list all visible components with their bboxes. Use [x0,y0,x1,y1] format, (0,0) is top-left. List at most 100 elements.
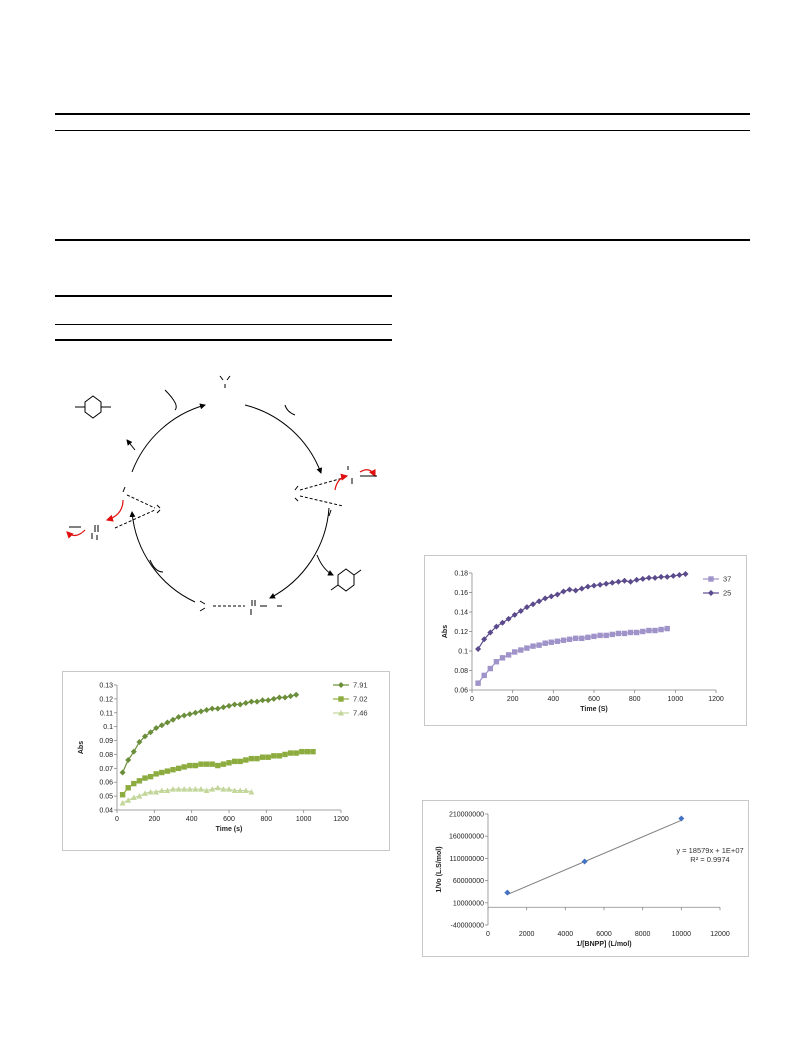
red-curly-arrow-left-2 [66,529,86,539]
data-point [158,722,165,729]
data-point [276,694,283,701]
x-tick-label: 10000 [672,931,692,938]
data-point [215,762,221,769]
y-tick-label: 0.11 [100,710,113,717]
data-point [130,794,137,800]
data-point [175,786,182,792]
side-arrow-bottom-left [149,559,164,573]
data-point [170,786,176,792]
data-point [517,608,524,615]
data-point [518,647,524,653]
coordination-dashes-left [114,494,156,529]
data-point [676,571,683,578]
data-point [475,646,482,653]
legend-label: 25 [723,589,731,598]
cycle-arc-left [131,403,206,473]
data-point [131,780,137,787]
data-point [270,695,277,702]
y-tick-label: 0.1 [458,649,468,656]
data-point [170,767,176,773]
data-point [603,632,609,639]
data-point [187,762,193,769]
data-point [645,574,652,581]
data-point [536,598,543,605]
data-point [153,788,160,795]
data-point [242,700,249,707]
data-point [505,652,512,658]
legend-label: 7.91 [353,681,368,690]
data-point [591,582,597,589]
data-point [130,748,137,755]
x-axis-label: Time (S) [580,706,608,713]
data-point [125,785,131,791]
data-point [243,757,249,763]
data-point [242,787,249,794]
x-tick-label: 400 [186,816,198,823]
data-point [153,771,159,777]
x-tick-label: 8000 [635,931,651,938]
data-point [175,765,182,772]
data-point [287,693,294,700]
data-point [147,729,154,736]
data-point [621,577,628,584]
data-point [585,634,591,641]
data-point [198,708,204,715]
data-point [181,786,188,792]
data-point [276,753,283,759]
data-point [164,768,171,774]
data-point [493,659,500,665]
data-point [481,672,487,679]
data-point [203,761,210,767]
data-point [566,586,573,593]
y-tick-label: 0.06 [454,688,468,695]
legend-marker [708,576,714,582]
legend-marker [708,590,714,596]
data-point [475,680,481,686]
data-point [639,575,646,582]
red-curly-arrow-right-2 [359,469,376,478]
data-point [658,573,665,580]
data-point [682,570,689,577]
y-tick-label: 0.05 [99,794,113,801]
data-point [548,639,554,645]
data-point [554,638,561,644]
data-point [293,691,300,698]
data-point [203,707,210,713]
data-point [282,694,288,701]
data-point [265,697,272,704]
data-point [573,635,579,642]
data-point [136,738,143,745]
x-tick-label: 1000 [296,816,312,823]
data-point [136,793,143,799]
data-point [265,754,271,760]
x-tick-label: 4000 [558,931,574,938]
data-point [226,702,232,709]
x-tick-label: 12000 [710,931,730,938]
data-point [125,757,132,763]
x-tick-label: 600 [588,696,600,703]
cycle-arc-right [269,507,330,599]
data-point [572,587,579,594]
series-7.02 [119,748,316,798]
x-tick-label: 1000 [668,696,684,703]
data-point [652,574,658,581]
x-tick-label: 0 [470,696,474,703]
x-tick-label: 0 [115,816,119,823]
x-axis-label: 1/[BNPP] (L/mol) [576,941,631,948]
data-point [226,760,232,766]
data-point [175,713,182,720]
data-point [633,576,640,583]
data-point [554,591,561,598]
data-point [125,797,132,803]
y-tick-label: 0.08 [454,668,468,675]
data-point [504,889,511,896]
y-tick-label: 60000000 [453,878,484,885]
legend-marker [338,682,344,688]
legend-label: 7.46 [353,709,368,718]
data-point [678,815,685,822]
data-point [597,632,603,639]
y-tick-label: 0.04 [99,808,113,815]
series-7.46 [119,784,255,806]
x-tick-label: 1200 [708,696,724,703]
data-point [658,626,664,633]
